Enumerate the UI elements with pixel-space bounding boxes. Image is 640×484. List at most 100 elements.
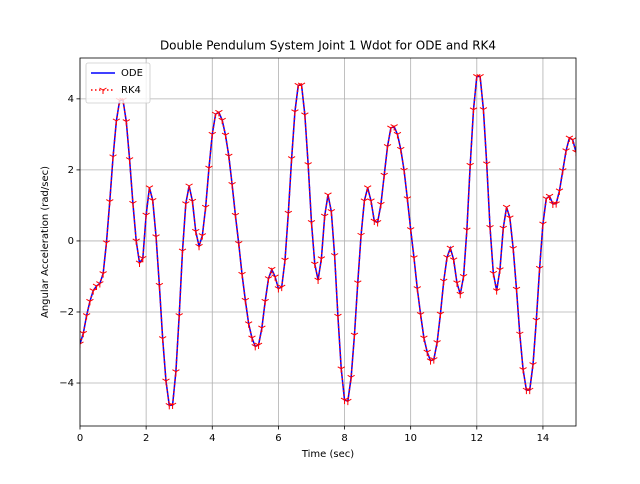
marker <box>337 366 345 373</box>
legend-label: ODE <box>121 68 143 79</box>
legend-marker <box>99 87 107 94</box>
marker <box>241 297 250 305</box>
chart-title: Double Pendulum System Joint 1 Wdot for … <box>160 39 496 53</box>
marker <box>248 335 256 342</box>
marker <box>334 313 342 321</box>
marker <box>287 156 296 163</box>
marker <box>446 245 455 253</box>
marker <box>291 109 299 116</box>
marker <box>142 212 150 220</box>
marker <box>559 168 567 175</box>
y-axis-label: Angular Acceleration (rad/sec) <box>40 166 51 318</box>
y-tick-label: 0 <box>68 236 74 247</box>
marker <box>453 280 461 287</box>
marker <box>152 234 160 241</box>
marker <box>218 117 226 125</box>
marker <box>172 369 180 376</box>
marker <box>347 374 355 382</box>
marker <box>433 340 441 347</box>
marker <box>562 148 570 155</box>
marker <box>317 256 326 263</box>
marker <box>225 153 233 161</box>
marker <box>373 220 382 227</box>
marker <box>539 221 547 228</box>
marker <box>479 107 488 114</box>
marker <box>555 188 564 195</box>
marker <box>420 335 428 342</box>
marker <box>271 274 279 281</box>
marker <box>264 276 273 283</box>
marker <box>244 321 253 328</box>
marker <box>416 312 425 319</box>
marker <box>191 228 200 236</box>
marker <box>506 215 514 222</box>
marker <box>396 146 405 154</box>
marker <box>281 257 289 265</box>
marker <box>284 210 293 218</box>
y-tick-label: −4 <box>59 378 74 389</box>
x-tick-label: 12 <box>470 433 483 444</box>
marker <box>234 240 243 248</box>
marker <box>406 227 415 234</box>
marker <box>238 271 246 279</box>
plot-area <box>80 74 576 410</box>
marker <box>502 204 511 212</box>
marker <box>208 131 217 139</box>
marker <box>185 183 193 190</box>
marker <box>410 255 418 262</box>
marker <box>258 325 266 332</box>
marker <box>400 167 408 175</box>
marker <box>357 232 365 240</box>
marker <box>86 298 94 306</box>
x-tick-label: 14 <box>537 433 550 444</box>
x-tick-label: 10 <box>404 433 417 444</box>
marker <box>463 227 471 234</box>
legend-label: RK4 <box>121 85 141 96</box>
marker <box>516 331 524 338</box>
marker <box>297 82 306 89</box>
marker <box>205 165 213 173</box>
marker <box>519 367 527 374</box>
marker <box>231 212 240 220</box>
marker <box>82 313 91 320</box>
marker <box>320 213 329 221</box>
plot-frame <box>79 57 577 427</box>
marker <box>145 185 154 192</box>
marker <box>198 233 207 240</box>
marker <box>512 286 521 294</box>
marker <box>383 144 392 151</box>
y-tick-label: 4 <box>68 94 74 105</box>
marker <box>311 261 319 269</box>
marker <box>456 291 465 299</box>
x-axis-label: Time (sec) <box>301 449 354 460</box>
y-tick-label: 2 <box>68 165 74 176</box>
marker <box>301 112 309 119</box>
marker <box>148 198 157 205</box>
marker <box>354 280 362 287</box>
marker <box>228 182 236 189</box>
y-tick-label: −2 <box>59 307 74 318</box>
marker <box>122 119 131 126</box>
marker <box>466 162 474 170</box>
marker <box>99 271 107 278</box>
marker <box>482 161 491 168</box>
marker <box>175 313 183 320</box>
marker <box>486 225 494 232</box>
marker <box>158 336 167 343</box>
marker <box>545 193 554 201</box>
marker <box>525 387 534 395</box>
marker <box>430 357 438 364</box>
marker <box>109 154 117 161</box>
marker <box>330 253 339 260</box>
marker <box>102 240 111 247</box>
x-tick-label: 4 <box>209 433 215 444</box>
marker <box>443 254 451 262</box>
marker <box>403 196 412 203</box>
marker <box>436 311 445 319</box>
marker <box>178 248 187 255</box>
marker <box>377 201 385 209</box>
marker <box>529 362 537 369</box>
marker <box>168 402 177 410</box>
